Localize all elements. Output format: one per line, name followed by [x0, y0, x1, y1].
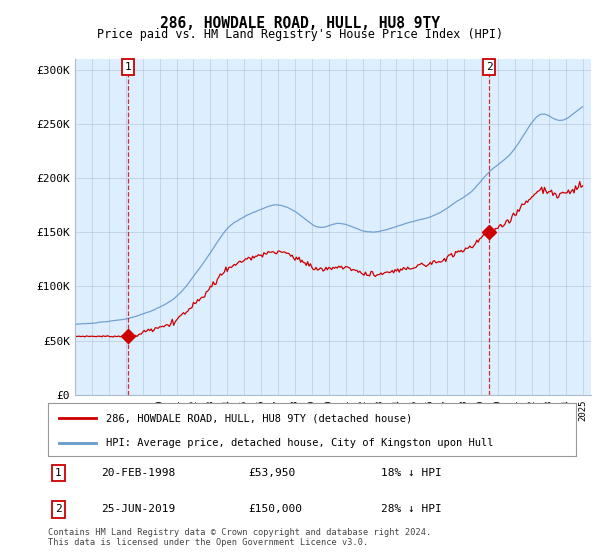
Text: 286, HOWDALE ROAD, HULL, HU8 9TY: 286, HOWDALE ROAD, HULL, HU8 9TY [160, 16, 440, 31]
Text: 286, HOWDALE ROAD, HULL, HU8 9TY (detached house): 286, HOWDALE ROAD, HULL, HU8 9TY (detach… [106, 413, 412, 423]
Text: £53,950: £53,950 [248, 468, 296, 478]
Text: 20-FEB-1998: 20-FEB-1998 [101, 468, 175, 478]
Text: HPI: Average price, detached house, City of Kingston upon Hull: HPI: Average price, detached house, City… [106, 438, 494, 448]
Text: 18% ↓ HPI: 18% ↓ HPI [380, 468, 442, 478]
Text: £150,000: £150,000 [248, 505, 302, 515]
Text: 25-JUN-2019: 25-JUN-2019 [101, 505, 175, 515]
Text: 1: 1 [125, 62, 131, 72]
Text: Price paid vs. HM Land Registry's House Price Index (HPI): Price paid vs. HM Land Registry's House … [97, 28, 503, 41]
Text: 2: 2 [55, 505, 62, 515]
Text: 2: 2 [486, 62, 493, 72]
Text: Contains HM Land Registry data © Crown copyright and database right 2024.
This d: Contains HM Land Registry data © Crown c… [48, 528, 431, 547]
Text: 28% ↓ HPI: 28% ↓ HPI [380, 505, 442, 515]
Text: 1: 1 [55, 468, 62, 478]
